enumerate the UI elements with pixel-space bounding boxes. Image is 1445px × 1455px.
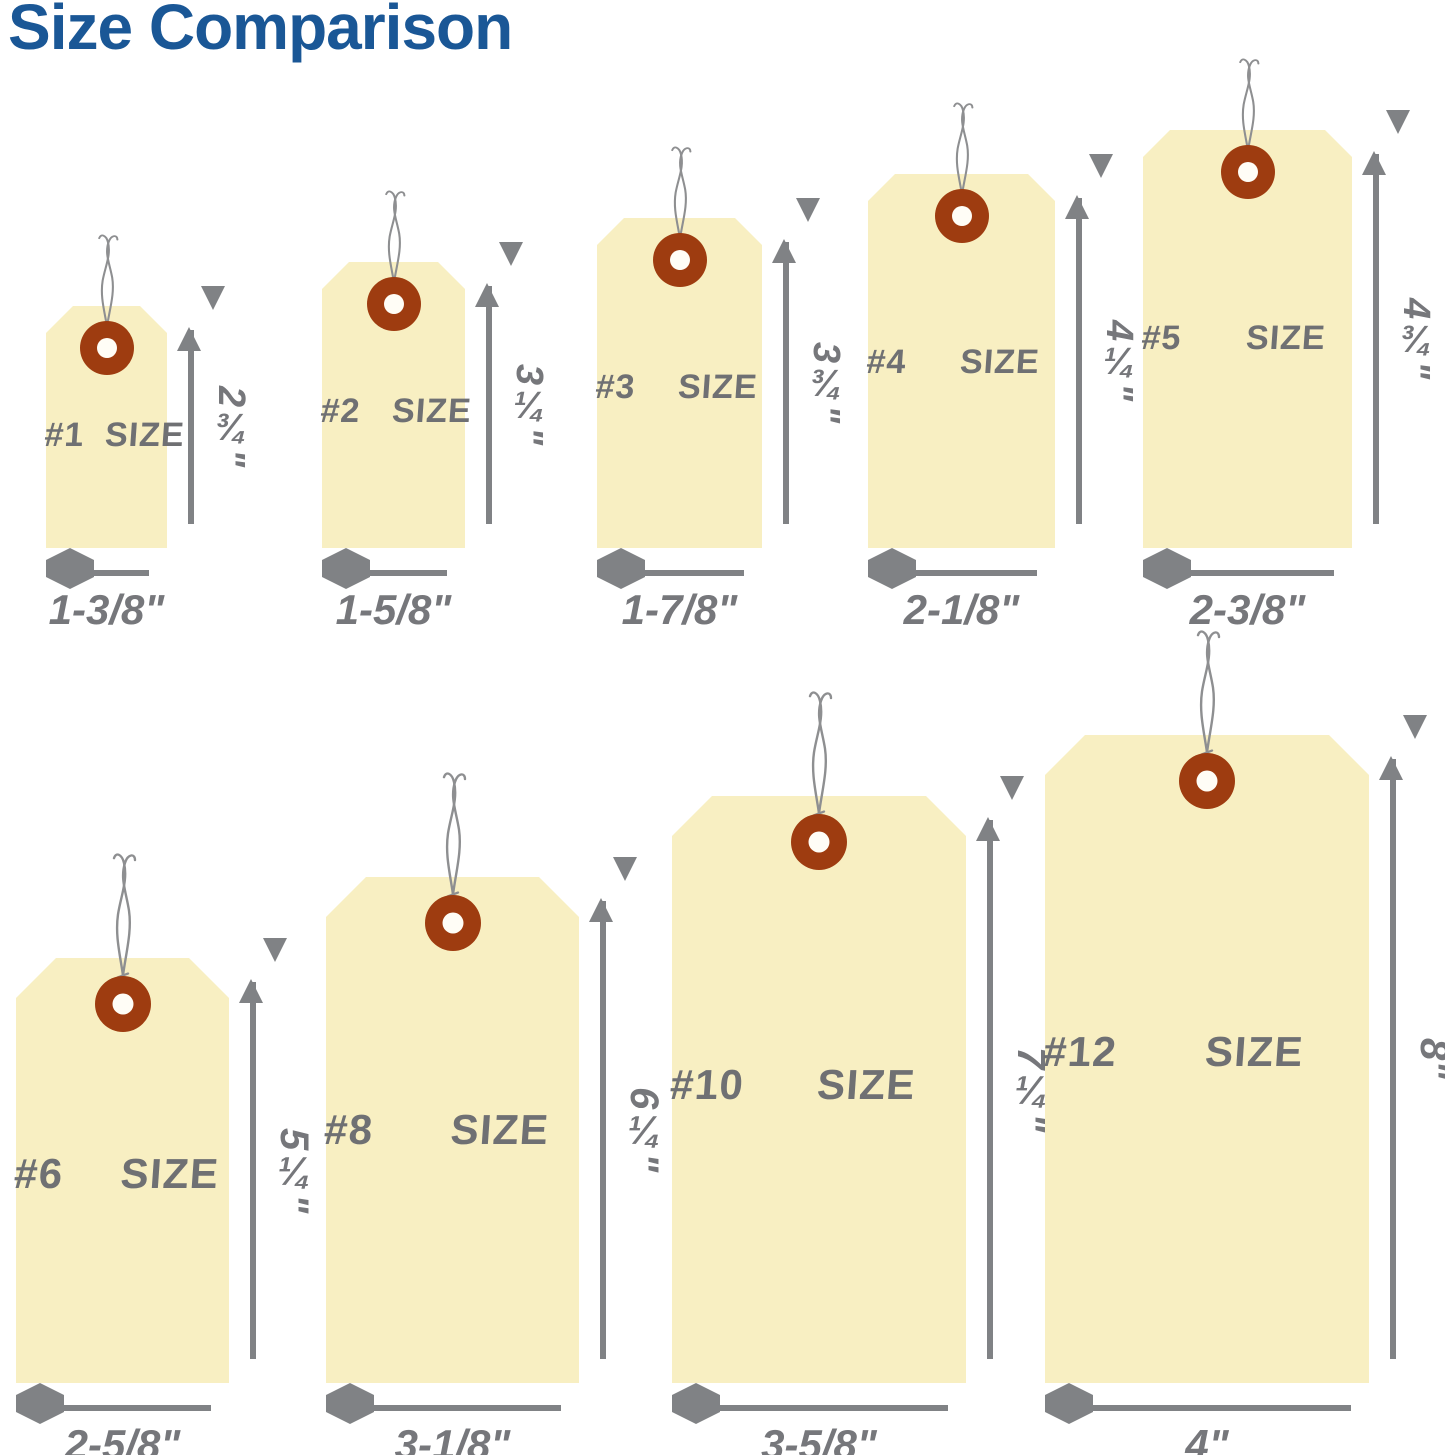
height-dimension-value: 3¾" <box>805 342 847 424</box>
tag-size-number: #1 <box>43 416 86 454</box>
height-dimension-value: 8" <box>1412 1038 1445 1080</box>
grommet-eyelet-icon <box>425 895 481 951</box>
width-arrow <box>326 1395 579 1421</box>
width-arrow <box>1045 1395 1369 1421</box>
width-dimension-label: 1-3/8" <box>48 586 165 633</box>
tag-size-number: #5 <box>1140 319 1183 357</box>
grommet-eyelet-icon <box>80 321 134 375</box>
width-dimension-label: 4" <box>1185 1421 1229 1455</box>
tag-size-number: #10 <box>668 1061 746 1108</box>
manila-tag <box>672 796 966 1383</box>
width-dimension-label: 1-5/8" <box>335 586 452 633</box>
tag-group: SIZE #6 5¼" 2-5/8" <box>12 853 316 1455</box>
page-title: Size Comparison <box>8 0 513 63</box>
height-arrow <box>1379 739 1407 1379</box>
grommet-hole <box>670 250 690 270</box>
tag-size-label: SIZE <box>390 392 474 430</box>
height-dimension-value: 3¼" <box>508 364 550 446</box>
height-dimension-value: 4¾" <box>1395 298 1437 380</box>
height-dimension-value: 6¼" <box>622 1087 666 1173</box>
height-dimension-value: 4¼" <box>1098 320 1140 402</box>
grommet-hole <box>1196 770 1218 792</box>
grommet-hole <box>442 912 464 934</box>
grommet-eyelet-icon <box>935 189 989 243</box>
tag-group: SIZE #2 3¼" 1-5/8" <box>319 190 550 633</box>
tag-size-label: SIZE <box>1203 1028 1306 1075</box>
grommet-hole <box>808 831 830 853</box>
grommet-hole <box>97 338 117 358</box>
width-arrow <box>46 560 167 586</box>
grommet-eyelet-icon <box>1179 753 1235 809</box>
grommet-eyelet-icon <box>367 277 421 331</box>
width-arrow <box>322 560 465 586</box>
width-arrow <box>16 1395 229 1421</box>
tag-size-number: #4 <box>865 343 908 381</box>
tag-size-number: #12 <box>1041 1028 1119 1075</box>
height-arrow <box>589 881 617 1379</box>
tag-size-label: SIZE <box>449 1106 551 1153</box>
height-arrow <box>475 266 503 544</box>
height-arrow <box>177 310 205 544</box>
height-arrow <box>239 962 267 1379</box>
grommet-hole <box>112 993 134 1015</box>
grommet-eyelet-icon <box>1221 145 1275 199</box>
tag-group: SIZE #8 6¼" 3-1/8" <box>322 772 666 1455</box>
grommet-hole <box>952 206 972 226</box>
width-arrow <box>597 560 762 586</box>
manila-tag <box>1045 735 1369 1383</box>
width-arrow <box>672 1395 966 1421</box>
tag-size-label: SIZE <box>119 1150 221 1197</box>
tag-size-label: SIZE <box>1244 319 1328 357</box>
tag-size-number: #8 <box>322 1106 376 1153</box>
width-dimension-label: 2-3/8" <box>1189 586 1306 633</box>
grommet-eyelet-icon <box>95 976 151 1032</box>
tag-group: SIZE #5 4¾" 2-3/8" <box>1140 58 1437 633</box>
width-dimension-label: 3-1/8" <box>394 1421 511 1455</box>
width-arrow <box>868 560 1055 586</box>
tag-group: SIZE #10 7¼" 3-5/8" <box>668 691 1053 1455</box>
grommet-eyelet-icon <box>653 233 707 287</box>
grommet-hole <box>1238 162 1258 182</box>
grommet-hole <box>384 294 404 314</box>
height-arrow <box>772 222 800 544</box>
height-dimension-value: 2¾" <box>210 386 252 468</box>
width-dimension-label: 2-1/8" <box>903 586 1020 633</box>
height-arrow <box>1065 178 1093 544</box>
tag-group: SIZE #12 8" 4" <box>1041 630 1445 1455</box>
width-dimension-label: 3-5/8" <box>761 1421 877 1455</box>
tag-group: SIZE #4 4¼" 2-1/8" <box>865 102 1140 633</box>
height-arrow <box>976 800 1004 1379</box>
height-dimension-value: 5¼" <box>272 1127 316 1214</box>
width-arrow <box>1143 560 1352 586</box>
tag-size-label: SIZE <box>958 343 1042 381</box>
tag-size-label: SIZE <box>815 1061 918 1108</box>
tag-size-label: SIZE <box>676 368 760 406</box>
manila-tag <box>1143 130 1352 548</box>
manila-tag <box>326 877 579 1383</box>
grommet-eyelet-icon <box>791 814 847 870</box>
tag-size-number: #3 <box>594 368 637 406</box>
tag-size-number: #6 <box>12 1150 66 1197</box>
width-dimension-label: 2-5/8" <box>64 1421 181 1455</box>
tag-group: SIZE #3 3¾" 1-7/8" <box>594 146 847 633</box>
tag-group: SIZE #1 2¾" 1-3/8" <box>43 234 252 633</box>
height-arrow <box>1362 134 1390 544</box>
width-dimension-label: 1-7/8" <box>621 586 738 633</box>
tag-size-label: SIZE <box>103 416 187 454</box>
tag-size-number: #2 <box>319 392 362 430</box>
